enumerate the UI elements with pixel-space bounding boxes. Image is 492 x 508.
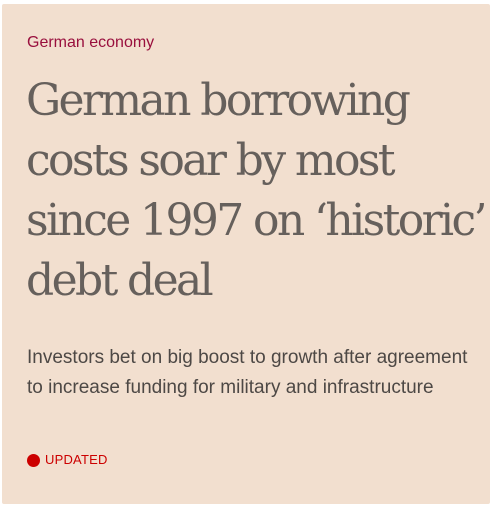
status-indicator: UPDATED bbox=[27, 452, 108, 468]
article-headline[interactable]: German borrowing costs soar by most sinc… bbox=[26, 75, 488, 306]
status-label: UPDATED bbox=[45, 452, 108, 467]
topic-link[interactable]: German economy bbox=[27, 34, 155, 51]
red-dot-icon bbox=[27, 453, 40, 467]
article-standfirst: Investors bet on big boost to growth aft… bbox=[27, 347, 468, 398]
article-card[interactable]: German economy German borrowing costs so… bbox=[2, 4, 490, 504]
